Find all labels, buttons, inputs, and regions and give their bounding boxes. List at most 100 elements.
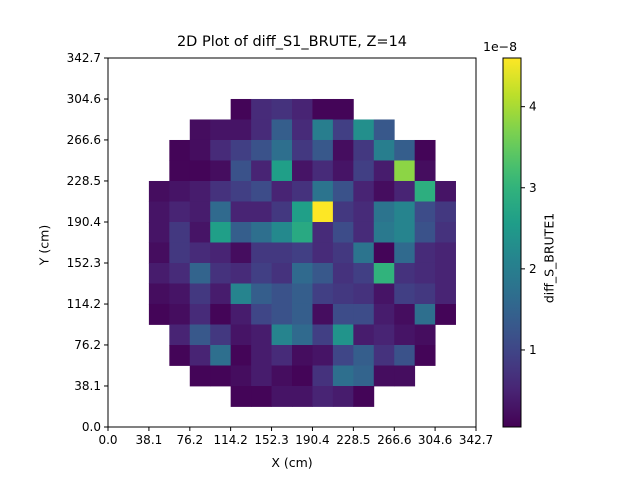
heatmap-cell <box>353 365 375 387</box>
x-axis-label: X (cm) <box>271 455 313 470</box>
heatmap-cell <box>169 160 191 182</box>
heatmap-cell <box>332 119 354 141</box>
heatmap-cell <box>292 221 313 243</box>
colorbar-tick-label: 4 <box>529 100 537 114</box>
heatmap-cell <box>353 180 375 202</box>
heatmap-cell <box>373 283 395 305</box>
heatmap-cell <box>353 139 375 161</box>
heatmap-cell <box>312 221 334 243</box>
heatmap-cell <box>414 201 436 223</box>
heatmap-cell <box>312 139 334 161</box>
heatmap-cell <box>230 345 252 366</box>
heatmap-cell <box>312 283 334 305</box>
heatmap-cell <box>312 180 334 202</box>
heatmap-cell <box>189 221 211 243</box>
heatmap-cell <box>332 386 354 407</box>
heatmap-cell <box>373 303 395 325</box>
heatmap-cell <box>251 283 272 305</box>
heatmap-cell <box>353 201 375 223</box>
heatmap-cell <box>271 221 293 243</box>
x-tick-label: 228.5 <box>336 433 370 447</box>
heatmap-cell <box>394 365 416 387</box>
heatmap-cell <box>373 139 395 161</box>
heatmap-cell <box>189 139 211 161</box>
heatmap-cell <box>414 345 436 366</box>
heatmap-cell <box>292 345 313 366</box>
heatmap-cell <box>210 283 232 305</box>
heatmap-cell <box>312 98 334 120</box>
heatmap-cell <box>414 283 436 305</box>
heatmap-cell <box>353 119 375 141</box>
heatmap-cell <box>373 365 395 387</box>
heatmap-cell <box>251 201 272 223</box>
plot-frame <box>107 57 477 428</box>
heatmap-cell <box>169 201 191 223</box>
heatmap-cell <box>189 201 211 223</box>
heatmap-cell <box>312 242 334 264</box>
y-tick-label: 228.5 <box>67 174 101 188</box>
heatmap-cell <box>414 324 436 346</box>
heatmap-cell <box>251 345 272 366</box>
colorbar-tick-label: 3 <box>529 181 537 195</box>
heatmap-cell <box>292 180 313 202</box>
heatmap-cell <box>353 262 375 284</box>
heatmap-cell <box>210 365 232 387</box>
heatmap-cell <box>230 160 252 182</box>
heatmap-cell <box>353 303 375 325</box>
heatmap-cell <box>332 160 354 182</box>
heatmap-cell <box>414 303 436 325</box>
heatmap-cell <box>271 324 293 346</box>
x-tick-label: 0.0 <box>98 433 117 447</box>
heatmap-cell <box>394 262 416 284</box>
x-tick-label: 342.7 <box>459 433 493 447</box>
heatmap-cell <box>414 221 436 243</box>
heatmap-cell <box>169 180 191 202</box>
heatmap-cell <box>271 283 293 305</box>
heatmap-cell <box>373 180 395 202</box>
heatmap-cell <box>271 139 293 161</box>
heatmap-cell <box>332 139 354 161</box>
heatmap-cell <box>148 242 170 264</box>
x-tick-label: 266.6 <box>377 433 411 447</box>
heatmap-cell <box>210 180 232 202</box>
heatmap-cell <box>435 201 456 223</box>
heatmap-cell <box>332 345 354 366</box>
y-tick-label: 266.6 <box>67 133 101 147</box>
heatmap-cell <box>169 324 191 346</box>
heatmap-cell <box>353 221 375 243</box>
heatmap-cell <box>189 160 211 182</box>
heatmap-cell <box>169 139 191 161</box>
heatmap-cell <box>394 283 416 305</box>
x-tick-label: 304.6 <box>418 433 452 447</box>
heatmap-cell <box>332 262 354 284</box>
y-tick-label: 152.3 <box>67 256 101 270</box>
heatmap-cell <box>373 345 395 366</box>
x-tick-label: 38.1 <box>136 433 163 447</box>
heatmap-cell <box>312 386 334 407</box>
heatmap-cell <box>210 345 232 366</box>
heatmap-cell <box>332 365 354 387</box>
heatmap-cell <box>251 160 272 182</box>
heatmap-cell <box>148 221 170 243</box>
heatmap-cell <box>292 98 313 120</box>
heatmap-cell <box>230 283 252 305</box>
heatmap-cell <box>435 180 456 202</box>
heatmap-cell <box>251 365 272 387</box>
heatmap-cell <box>414 139 436 161</box>
heatmap-cell <box>271 262 293 284</box>
colorbar-frame <box>502 57 522 428</box>
heatmap-cell <box>292 119 313 141</box>
heatmap-cell <box>332 221 354 243</box>
heatmap-cell <box>292 262 313 284</box>
heatmap-cell <box>271 160 293 182</box>
heatmap-cell <box>271 98 293 120</box>
heatmap-cell <box>251 119 272 141</box>
y-tick-label: 76.2 <box>74 338 101 352</box>
heatmap-cell <box>169 283 191 305</box>
colorbar-ticks: 1 2 3 4 <box>521 100 537 357</box>
heatmap-cells <box>148 98 456 407</box>
heatmap-cell <box>189 303 211 325</box>
heatmap-cell <box>435 221 456 243</box>
heatmap-cell <box>292 324 313 346</box>
